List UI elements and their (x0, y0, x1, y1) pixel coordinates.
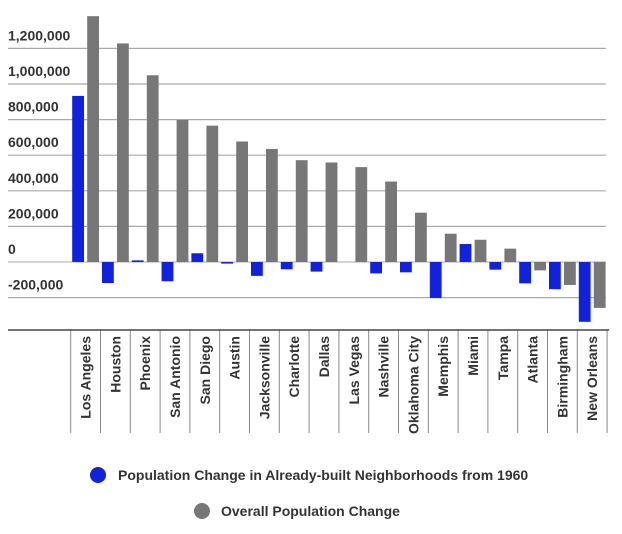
bar-neighborhoods (370, 262, 382, 274)
x-tick-label: Austin (227, 336, 243, 380)
bar-neighborhoods (131, 260, 144, 262)
bar-neighborhoods (489, 262, 502, 270)
bar-overall (444, 233, 457, 262)
x-tick-label: Las Vegas (346, 336, 362, 405)
x-tick-label: Memphis (435, 336, 451, 397)
bar-overall (87, 16, 99, 262)
y-tick-label: 1,200,000 (8, 27, 70, 43)
bar-overall (176, 119, 189, 263)
bar-neighborhoods (400, 262, 412, 273)
x-tick-label: Jacksonville (256, 336, 272, 419)
x-tick-label: Miami (465, 336, 481, 376)
bar-overall (504, 248, 517, 262)
bar-overall (295, 160, 308, 262)
bar-overall (593, 262, 606, 308)
y-tick-label: 800,000 (8, 99, 59, 115)
bar-overall (564, 262, 576, 285)
legend-label: Population Change in Already-built Neigh… (118, 467, 528, 483)
bar-neighborhoods (221, 262, 233, 264)
bar-neighborhoods (280, 262, 293, 270)
bar-neighborhoods (102, 262, 114, 284)
x-tick-label: Tampa (495, 336, 511, 380)
bar-overall (534, 262, 546, 271)
bar-neighborhoods (578, 262, 591, 322)
x-tick-label: San Antonio (167, 336, 183, 418)
bar-neighborhoods (459, 244, 472, 262)
bar-neighborhoods (549, 262, 561, 290)
x-tick-label: San Diego (197, 336, 213, 404)
x-tick-label: Charlotte (286, 336, 302, 398)
y-tick-label: -200,000 (8, 277, 63, 293)
y-tick-label: 0 (8, 241, 16, 257)
bar-neighborhoods (72, 95, 84, 263)
bar-neighborhoods (429, 262, 442, 298)
bar-overall (266, 148, 278, 262)
bar-neighborhoods (251, 262, 263, 276)
bar-overall (325, 162, 338, 262)
x-tick-label: Los Angeles (78, 336, 94, 419)
x-tick-label: Atlanta (525, 336, 541, 384)
x-tick-label: New Orleans (584, 336, 600, 421)
y-tick-label: 400,000 (8, 170, 59, 186)
bar-overall (146, 75, 159, 262)
bar-overall (415, 212, 427, 262)
x-tick-label: Birmingham (554, 336, 570, 418)
x-tick-label: Phoenix (137, 336, 153, 391)
y-tick-label: 600,000 (8, 134, 59, 150)
bar-neighborhoods (191, 253, 204, 262)
y-tick-label: 1,000,000 (8, 63, 70, 79)
bar-neighborhoods (161, 262, 174, 282)
bar-overall (117, 43, 129, 262)
bar-overall (385, 181, 397, 262)
bar-neighborhoods (519, 262, 531, 284)
bar-overall (474, 239, 487, 262)
y-tick-label: 200,000 (8, 205, 59, 221)
bar-overall (206, 125, 219, 262)
bar-overall (355, 167, 368, 262)
bar-overall (236, 141, 248, 262)
bar-neighborhoods (310, 262, 323, 272)
legend-label: Overall Population Change (221, 503, 400, 519)
legend-marker (194, 503, 210, 519)
x-tick-label: Dallas (316, 336, 332, 377)
x-tick-label: Oklahoma City (405, 336, 421, 434)
x-tick-label: Nashville (376, 336, 392, 398)
legend-marker (90, 467, 106, 483)
x-tick-label: Houston (107, 336, 123, 393)
